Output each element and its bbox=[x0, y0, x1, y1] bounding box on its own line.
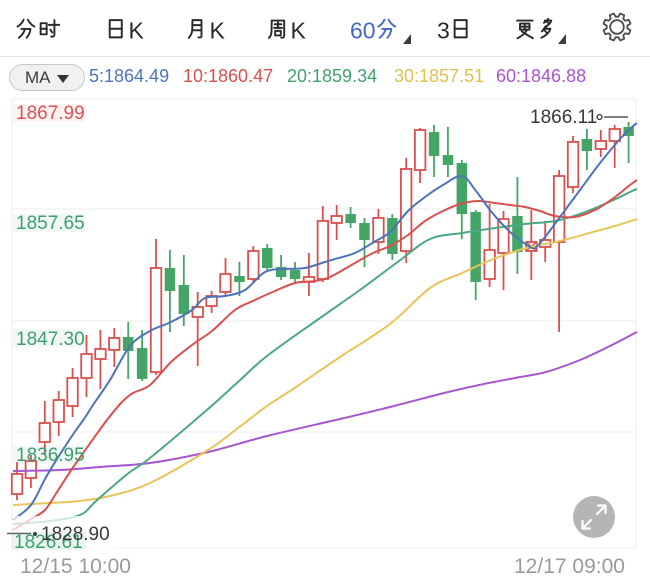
svg-text:1828.90: 1828.90 bbox=[41, 524, 110, 545]
svg-text:1836.95: 1836.95 bbox=[16, 445, 85, 466]
svg-text:1826.61: 1826.61 bbox=[14, 532, 83, 553]
svg-text:1847.30: 1847.30 bbox=[16, 329, 85, 350]
svg-text:1857.65: 1857.65 bbox=[16, 213, 85, 234]
svg-text:3: 3 bbox=[437, 18, 450, 43]
svg-text:1866.11: 1866.11 bbox=[530, 107, 597, 128]
svg-text:12/17 09:00: 12/17 09:00 bbox=[514, 555, 625, 578]
svg-text:12/15 10:00: 12/15 10:00 bbox=[20, 555, 131, 578]
svg-text:K: K bbox=[291, 18, 307, 43]
svg-text:60: 60 bbox=[350, 18, 376, 43]
svg-text:K: K bbox=[129, 18, 145, 43]
svg-text:1867.99: 1867.99 bbox=[16, 103, 85, 124]
svg-text:K: K bbox=[210, 18, 226, 43]
